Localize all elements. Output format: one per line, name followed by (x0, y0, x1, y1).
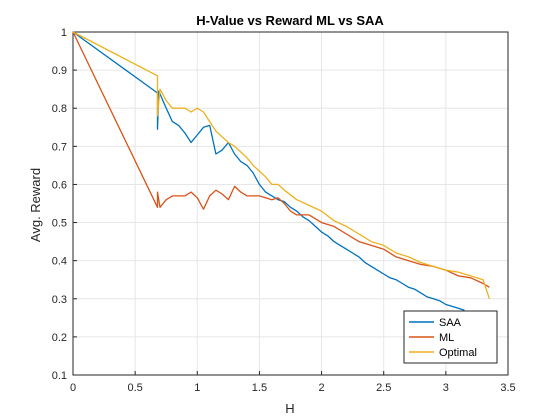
y-tick-label: 0.4 (52, 256, 67, 268)
legend-label: SAA (439, 317, 462, 329)
x-tick-label: 0 (70, 382, 76, 394)
series-line-ml (72, 31, 490, 288)
legend-label: Optimal (439, 347, 477, 359)
x-axis: 0 0.5 1 1.5 2 2.5 3 3.5 (70, 371, 516, 394)
y-tick-label: 0.1 (52, 370, 67, 382)
series-line-optimal (72, 31, 491, 300)
legend: SAA ML Optimal (403, 310, 498, 364)
x-tick-label: 3 (443, 382, 449, 394)
x-tick-label: 2 (319, 382, 325, 394)
y-tick-label: 0.2 (52, 332, 67, 344)
series-line-saa (72, 31, 465, 311)
x-tick-label: 0.5 (127, 382, 142, 394)
y-tick-label: 0.5 (52, 218, 67, 230)
y-tick-label: 0.3 (52, 294, 67, 306)
chart-title: H-Value vs Reward ML vs SAA (196, 13, 384, 28)
legend-label: ML (439, 332, 454, 344)
plot-area (72, 31, 509, 376)
y-tick-label: 0.7 (52, 141, 67, 153)
x-tick-label: 1 (194, 382, 200, 394)
x-tick-label: 3.5 (500, 382, 515, 394)
y-tick-label: 0.6 (52, 179, 67, 191)
y-tick-label: 1 (61, 27, 67, 39)
x-tick-label: 1.5 (252, 382, 267, 394)
y-tick-label: 0.8 (52, 103, 67, 115)
series-group (72, 31, 491, 311)
x-tick-label: 2.5 (376, 382, 391, 394)
y-tick-label: 0.9 (52, 65, 67, 77)
y-axis-title: Avg. Reward (28, 168, 43, 242)
x-axis-title: H (285, 401, 294, 416)
y-axis: 0.1 0.2 0.3 0.4 0.5 0.6 0.7 0.8 0.9 1 (52, 27, 77, 382)
